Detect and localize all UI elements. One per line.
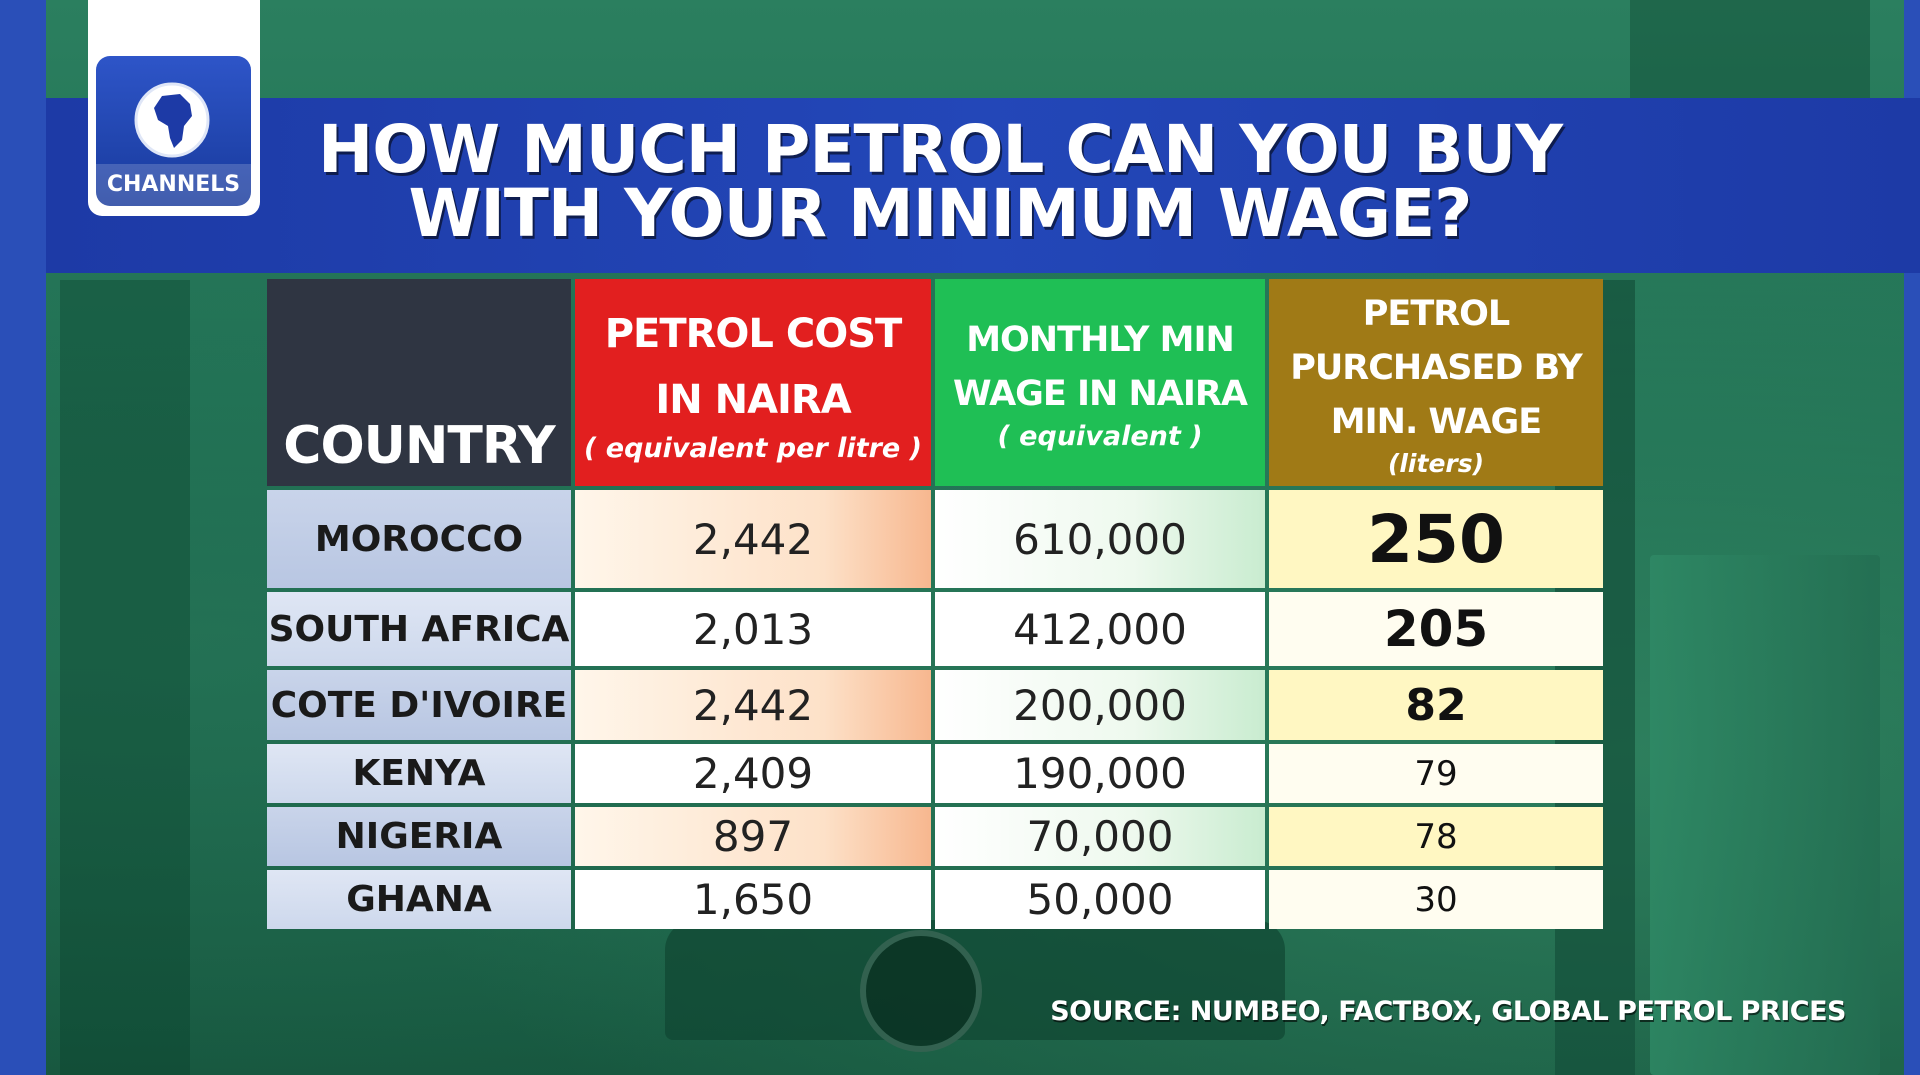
header-min-wage-sub: ( equivalent ) xyxy=(997,421,1203,452)
left-frame-strip xyxy=(0,0,46,1075)
chart-title: HOW MUCH PETROL CAN YOU BUY WITH YOUR MI… xyxy=(317,111,1563,252)
country-cell: NIGERIA xyxy=(267,807,571,866)
min-wage-cell: 50,000 xyxy=(935,870,1265,929)
petrol-cost-cell: 1,650 xyxy=(575,870,931,929)
country-cell: SOUTH AFRICA xyxy=(267,592,571,666)
litres-cell: 78 xyxy=(1269,807,1603,866)
litres-cell: 79 xyxy=(1269,744,1603,803)
petrol-table: COUNTRY PETROL COST IN NAIRA ( equivalen… xyxy=(263,275,1607,933)
background-pillar xyxy=(60,280,190,1075)
header-min-wage-label: MONTHLY MIN WAGE IN NAIRA xyxy=(953,320,1248,414)
header-petrol-cost-sub: ( equivalent per litre ) xyxy=(584,433,922,464)
table-header-row: COUNTRY PETROL COST IN NAIRA ( equivalen… xyxy=(267,279,1603,486)
litres-cell: 205 xyxy=(1269,592,1603,666)
background-sign xyxy=(1630,0,1870,98)
litres-cell: 82 xyxy=(1269,670,1603,740)
background-car-wheel xyxy=(860,930,982,1052)
country-cell: MOROCCO xyxy=(267,490,571,588)
litres-cell: 30 xyxy=(1269,870,1603,929)
table-row: COTE D'IVOIRE 2,442 200,000 82 xyxy=(267,670,1603,740)
logo-text: CHANNELS xyxy=(106,172,241,197)
channels-logo: CHANNELS xyxy=(96,56,251,206)
header-petrol-cost-label: PETROL COST IN NAIRA xyxy=(604,311,903,423)
country-cell: GHANA xyxy=(267,870,571,929)
table-row: SOUTH AFRICA 2,013 412,000 205 xyxy=(267,592,1603,666)
petrol-cost-cell: 897 xyxy=(575,807,931,866)
header-petrol-cost: PETROL COST IN NAIRA ( equivalent per li… xyxy=(575,279,931,486)
petrol-cost-cell: 2,442 xyxy=(575,670,931,740)
header-country: COUNTRY xyxy=(267,279,571,486)
litres-cell: 250 xyxy=(1269,490,1603,588)
header-min-wage: MONTHLY MIN WAGE IN NAIRA ( equivalent ) xyxy=(935,279,1265,486)
title-band xyxy=(46,98,1920,273)
table-row: GHANA 1,650 50,000 30 xyxy=(267,870,1603,929)
min-wage-cell: 190,000 xyxy=(935,744,1265,803)
min-wage-cell: 200,000 xyxy=(935,670,1265,740)
header-litres-label: PETROL PURCHASED BY MIN. WAGE xyxy=(1290,294,1583,442)
header-litres-sub: (liters) xyxy=(1387,449,1485,478)
petrol-cost-cell: 2,442 xyxy=(575,490,931,588)
africa-globe-icon xyxy=(134,82,210,158)
table-row: MOROCCO 2,442 610,000 250 xyxy=(267,490,1603,588)
min-wage-cell: 70,000 xyxy=(935,807,1265,866)
petrol-cost-cell: 2,409 xyxy=(575,744,931,803)
min-wage-cell: 610,000 xyxy=(935,490,1265,588)
table-row: KENYA 2,409 190,000 79 xyxy=(267,744,1603,803)
petrol-cost-cell: 2,013 xyxy=(575,592,931,666)
logo-text-band xyxy=(96,164,251,206)
country-cell: KENYA xyxy=(267,744,571,803)
country-cell: COTE D'IVOIRE xyxy=(267,670,571,740)
header-litres: PETROL PURCHASED BY MIN. WAGE (liters) xyxy=(1269,279,1603,486)
table-row: NIGERIA 897 70,000 78 xyxy=(267,807,1603,866)
source-note: SOURCE: NUMBEO, FACTBOX, GLOBAL PETROL P… xyxy=(1050,996,1846,1027)
background-fuel-pump xyxy=(1650,555,1880,1075)
min-wage-cell: 412,000 xyxy=(935,592,1265,666)
